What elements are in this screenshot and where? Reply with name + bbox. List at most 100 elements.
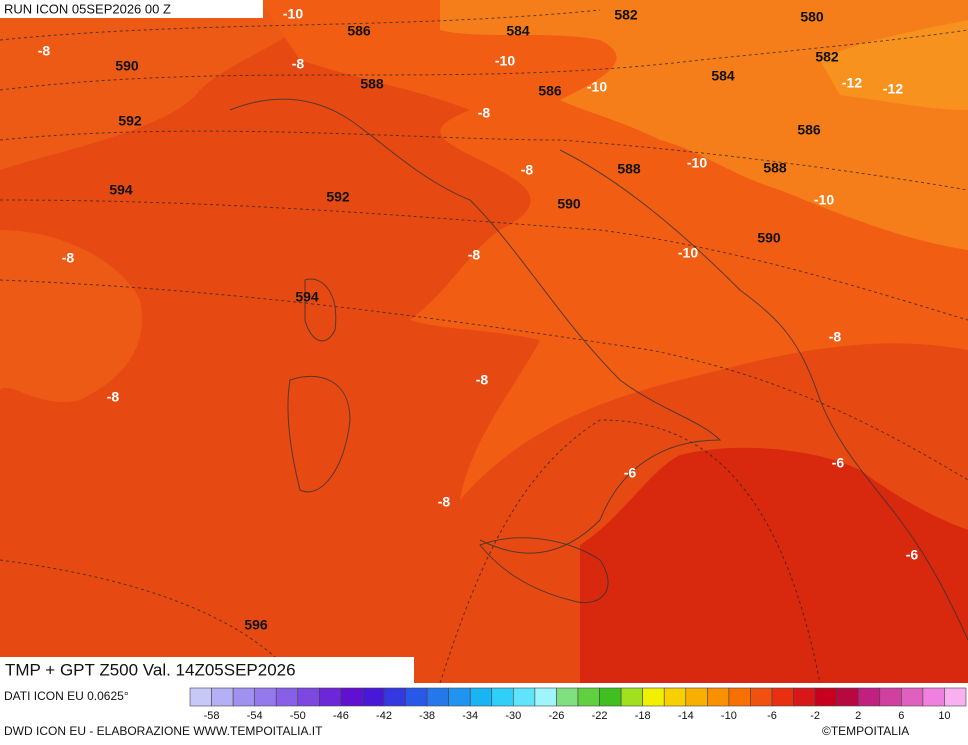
colorbar-swatch bbox=[189, 687, 212, 707]
temperature-area bbox=[0, 230, 142, 403]
colorbar-tick-label: -30 bbox=[505, 710, 521, 722]
geopotential-label: 582 bbox=[815, 49, 839, 65]
temperature-label: -10 bbox=[495, 53, 515, 69]
temperature-label: -10 bbox=[687, 155, 707, 171]
geopotential-label: 590 bbox=[115, 58, 139, 74]
colorbar-swatch bbox=[750, 687, 773, 707]
colorbar-swatch bbox=[232, 687, 255, 707]
colorbar-swatch bbox=[448, 687, 471, 707]
header-box bbox=[0, 0, 263, 18]
geopotential-label: 580 bbox=[800, 9, 824, 25]
colorbar-swatch bbox=[211, 687, 234, 707]
credit-label: DWD ICON EU - ELABORAZIONE WWW.TEMPOITAL… bbox=[4, 724, 323, 738]
temperature-label: -8 bbox=[38, 43, 51, 59]
temperature-label: -8 bbox=[438, 494, 451, 510]
contours bbox=[0, 9, 968, 684]
colorbar-swatch bbox=[663, 687, 687, 707]
geopotential-label: 594 bbox=[295, 289, 319, 305]
geopotential-label: 590 bbox=[757, 230, 781, 246]
temperature-label: -8 bbox=[62, 250, 75, 266]
temperature-label: -8 bbox=[292, 56, 305, 72]
colorbar: -58 -54 -50 -46 -42 -38 -34 -30 -26 -22 -18 -14 -10-… bbox=[189, 687, 967, 722]
temperature-label: -10 bbox=[814, 192, 834, 208]
colorbar-swatch bbox=[836, 687, 859, 707]
temperature-label: -12 bbox=[883, 81, 903, 97]
geopotential-label: 592 bbox=[326, 189, 350, 205]
temperature-label: -10 bbox=[283, 6, 303, 22]
temperature-label: -10 bbox=[678, 245, 698, 261]
geopotential-label: 582 bbox=[614, 7, 638, 23]
temperature-label: -6 bbox=[832, 455, 845, 471]
colorbar-swatch bbox=[469, 687, 493, 707]
temperature-label: -8 bbox=[478, 105, 491, 121]
temperature-label: -8 bbox=[468, 247, 481, 263]
temperature-label: -6 bbox=[624, 465, 637, 481]
geopotential-label: 586 bbox=[538, 83, 562, 99]
geopotential-label: 584 bbox=[711, 68, 735, 84]
colorbar-swatch bbox=[405, 687, 428, 707]
colorbar-tick-label: -50 bbox=[290, 710, 306, 722]
colorbar-tick-label: -2 bbox=[810, 710, 820, 722]
colorbar-tick-label: 6 bbox=[898, 710, 904, 722]
colorbar-swatch bbox=[556, 687, 579, 707]
colorbar-swatch bbox=[728, 687, 751, 707]
geopotential-label: 594 bbox=[109, 182, 133, 198]
colorbar-swatch bbox=[319, 687, 342, 707]
colorbar-tick-label: -54 bbox=[247, 710, 263, 722]
colorbar-swatch bbox=[922, 687, 945, 707]
temperature-label: -8 bbox=[107, 389, 120, 405]
temperature-label: -12 bbox=[842, 75, 862, 91]
colorbar-swatch bbox=[857, 687, 881, 707]
colorbar-swatch bbox=[513, 687, 536, 707]
temperature-area bbox=[0, 0, 330, 170]
colorbar-swatch bbox=[793, 687, 816, 707]
colorbar-swatch bbox=[254, 687, 277, 707]
temperature-label: -8 bbox=[521, 162, 534, 178]
colorbar-swatch bbox=[620, 687, 643, 707]
geopotential-label: 592 bbox=[118, 113, 142, 129]
colorbar-tick-label: -42 bbox=[376, 710, 392, 722]
colorbar-tick-label: -10 bbox=[721, 710, 737, 722]
colorbar-swatch bbox=[707, 687, 730, 707]
colorbar-tick-label: 10 bbox=[938, 710, 950, 722]
colorbar-swatch bbox=[901, 687, 924, 707]
geopotential-label: 586 bbox=[797, 122, 821, 138]
colorbar-tick-label: -26 bbox=[548, 710, 564, 722]
colorbar-swatch bbox=[383, 687, 406, 707]
contour-labels: 586 584 582 580 590 588 584 582 586 592 586 588 588 5… bbox=[38, 6, 919, 633]
colorbar-swatch bbox=[685, 687, 708, 707]
geopotential-label: 590 bbox=[557, 196, 581, 212]
copyright-label: ©TEMPOITALIA bbox=[822, 724, 909, 738]
geopotential-label: 596 bbox=[244, 617, 268, 633]
colorbar-swatch bbox=[599, 687, 622, 707]
geopotential-label: 588 bbox=[360, 76, 384, 92]
colorbar-swatch bbox=[426, 687, 449, 707]
geopotential-label: 588 bbox=[763, 160, 787, 176]
colorbar-tick-label: -34 bbox=[462, 710, 478, 722]
colorbar-tick-label: -22 bbox=[592, 710, 608, 722]
colorbar-swatch bbox=[879, 687, 902, 707]
geopotential-label: 586 bbox=[347, 23, 371, 39]
colorbar-tick-label: -58 bbox=[204, 710, 220, 722]
run-label: RUN ICON 05SEP2026 00 Z bbox=[4, 1, 171, 16]
temperature-label: -8 bbox=[829, 329, 842, 345]
colorbar-swatch bbox=[297, 687, 320, 707]
temperature-label: -10 bbox=[587, 79, 607, 95]
colorbar-tick-label: -14 bbox=[678, 710, 694, 722]
colorbar-swatch bbox=[577, 687, 600, 707]
colorbar-swatch bbox=[362, 687, 385, 707]
colorbar-swatch bbox=[491, 687, 514, 707]
colorbar-tick-label: -6 bbox=[767, 710, 777, 722]
colorbar-tick-label: 2 bbox=[855, 710, 861, 722]
geopotential-label: 588 bbox=[617, 161, 641, 177]
temperature-label: -8 bbox=[476, 372, 489, 388]
colorbar-swatch bbox=[771, 687, 794, 707]
coastline bbox=[229, 98, 968, 641]
temperature-area bbox=[580, 447, 968, 683]
colorbar-swatch bbox=[340, 687, 363, 707]
temperature-area bbox=[820, 20, 968, 110]
colorbar-tick-label: -46 bbox=[333, 710, 349, 722]
geopotential-label: 584 bbox=[506, 23, 530, 39]
